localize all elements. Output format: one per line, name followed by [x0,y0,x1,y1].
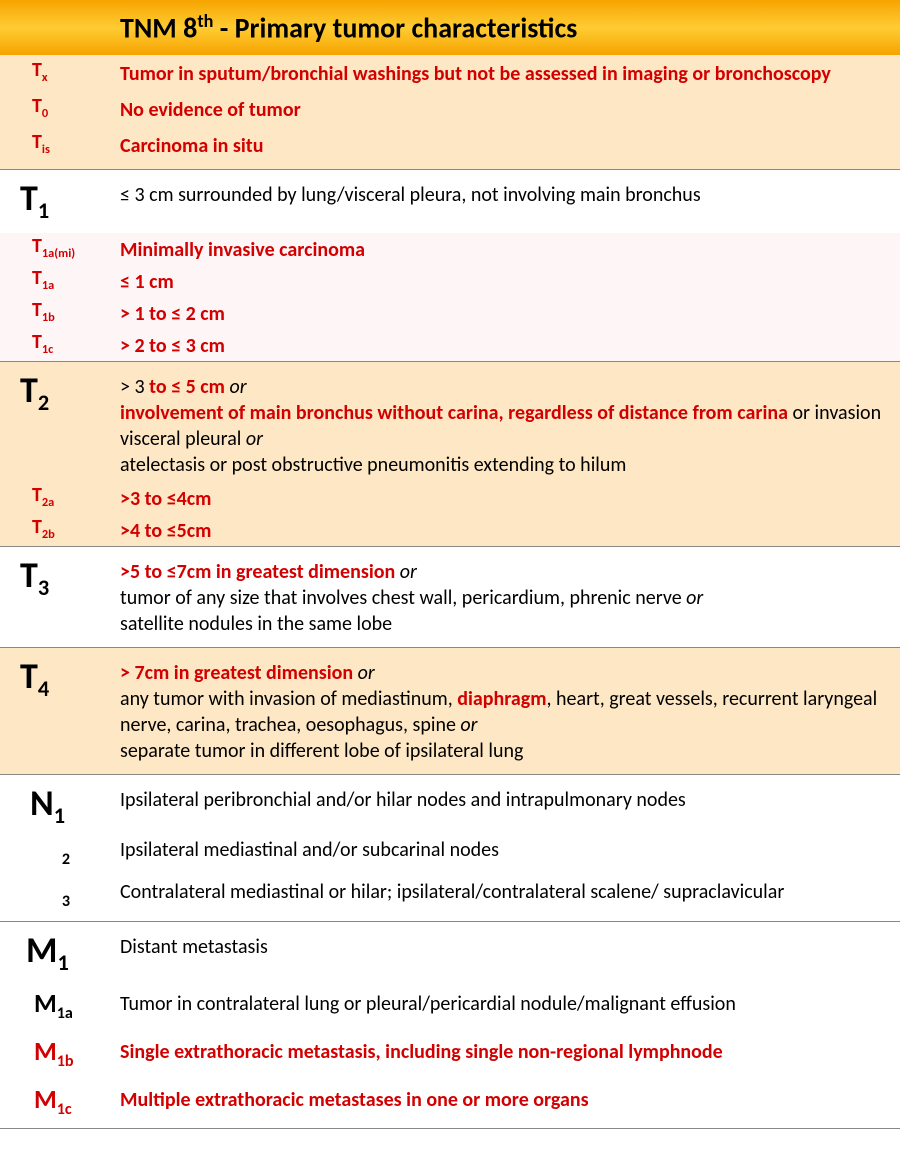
stage-description: > 7cm in greatest dimension orany tumor … [120,658,888,764]
desc-segment: or [686,586,703,610]
desc-segment: >3 to ≤4cm [120,487,211,511]
stage-description: > 3 to ≤ 5 cm orinvolvement of main bron… [120,372,888,478]
stage-description: ≤ 3 cm surrounded by lung/visceral pleur… [120,180,888,208]
desc-segment: Carcinoma in situ [120,134,263,158]
stage-description: Tumor in sputum/bronchial washings but n… [120,59,888,87]
table-row: T1≤ 3 cm surrounded by lung/visceral ple… [0,169,900,233]
desc-segment: Distant metastasis [120,935,268,959]
desc-segment: or [460,713,477,737]
stage-code: Tx [20,59,120,85]
desc-segment: or [353,661,375,685]
stage-description: Single extrathoracic metastasis, includi… [120,1037,888,1065]
desc-segment: any tumor with invasion of mediastinum, [120,687,457,711]
table-row: M1Distant metastasis [0,921,900,979]
stage-description: Multiple extrathoracic metastases in one… [120,1085,888,1113]
stage-code: T2b [20,516,120,542]
title-pre: TNM 8 [120,10,197,45]
stage-description: ≤ 1 cm [120,267,888,295]
stage-description: >3 to ≤4cm [120,484,888,512]
page-title: TNM 8th - Primary tumor characteristics [0,0,900,55]
desc-segment: > 3 [120,375,149,399]
table-row: TxTumor in sputum/bronchial washings but… [0,55,900,91]
desc-segment: Ipsilateral mediastinal and/or subcarina… [120,838,499,862]
table-row: T1c> 2 to ≤ 3 cm [0,329,900,361]
desc-segment: or [395,560,417,584]
stage-code: T1c [20,331,120,357]
desc-segment: Multiple extrathoracic metastases in one… [120,1088,589,1112]
stage-description: > 1 to ≤ 2 cm [120,299,888,327]
table-row: TisCarcinoma in situ [0,127,900,169]
desc-segment: separate tumor in different lobe of ipsi… [120,739,523,763]
stage-description: No evidence of tumor [120,95,888,123]
stage-code: T4 [20,658,120,701]
desc-segment: ≤ 3 cm surrounded by lung/visceral pleur… [120,183,701,207]
table-row: T2> 3 to ≤ 5 cm orinvolvement of main br… [0,361,900,482]
desc-segment: or [246,427,263,451]
stage-description: > 2 to ≤ 3 cm [120,331,888,359]
stage-code: M1a [20,989,120,1023]
desc-segment: Single extrathoracic metastasis, includi… [120,1040,723,1064]
tnm-table: TxTumor in sputum/bronchial washings but… [0,55,900,1129]
stage-code: N1 [20,785,120,828]
stage-code: T1a(mi) [20,235,120,261]
table-row: T2a>3 to ≤4cm [0,482,900,514]
table-row: M1cMultiple extrathoracic metastases in … [0,1075,900,1129]
stage-description: Tumor in contralateral lung or pleural/p… [120,989,888,1017]
stage-code: M1c [20,1085,120,1119]
table-row: T3>5 to ≤7cm in greatest dimension ortum… [0,546,900,647]
stage-description: Minimally invasive carcinoma [120,235,888,263]
desc-segment: tumor of any size that involves chest wa… [120,586,686,610]
stage-description: Contralateral mediastinal or hilar; ipsi… [120,877,888,905]
table-row: T0No evidence of tumor [0,91,900,127]
desc-segment: to ≤ 5 cm [149,375,225,399]
table-row: M1bSingle extrathoracic metastasis, incl… [0,1027,900,1075]
desc-segment: Minimally invasive carcinoma [120,238,365,262]
stage-description: >5 to ≤7cm in greatest dimension ortumor… [120,557,888,637]
desc-segment: involvement of main bronchus without car… [120,401,788,425]
stage-code: T0 [20,95,120,121]
stage-description: >4 to ≤5cm [120,516,888,544]
stage-description: Ipsilateral peribronchial and/or hilar n… [120,785,888,813]
desc-segment: satellite nodules in the same lobe [120,612,392,636]
stage-code: 3 [20,877,120,911]
table-row: T1a≤ 1 cm [0,265,900,297]
stage-code: T1a [20,267,120,293]
table-row: 3Contralateral mediastinal or hilar; ips… [0,873,900,921]
desc-segment: or [225,375,247,399]
desc-segment: ≤ 1 cm [120,270,174,294]
stage-code: M1 [20,932,120,975]
stage-description: Distant metastasis [120,932,888,960]
title-post: - Primary tumor characteristics [213,10,577,45]
stage-code: Tis [20,131,120,157]
table-row: T4> 7cm in greatest dimension orany tumo… [0,647,900,774]
stage-code: 2 [20,835,120,869]
desc-segment: Ipsilateral peribronchial and/or hilar n… [120,788,686,812]
desc-segment: > 2 to ≤ 3 cm [120,334,225,358]
desc-segment: Tumor in contralateral lung or pleural/p… [120,992,736,1016]
table-row: T1a(mi)Minimally invasive carcinoma [0,233,900,265]
desc-segment: Contralateral mediastinal or hilar; ipsi… [120,880,784,904]
desc-segment: >5 to ≤7cm in greatest dimension [120,560,395,584]
title-sup: th [197,10,213,32]
desc-segment: diaphragm [457,687,546,711]
table-row: T1b> 1 to ≤ 2 cm [0,297,900,329]
stage-code: M1b [20,1037,120,1071]
table-row: N1Ipsilateral peribronchial and/or hilar… [0,774,900,832]
stage-code: T3 [20,557,120,600]
table-row: M1aTumor in contralateral lung or pleura… [0,979,900,1027]
stage-code: T1 [20,180,120,223]
stage-description: Ipsilateral mediastinal and/or subcarina… [120,835,888,863]
stage-description: Carcinoma in situ [120,131,888,159]
table-row: 2Ipsilateral mediastinal and/or subcarin… [0,831,900,873]
table-row: T2b>4 to ≤5cm [0,514,900,546]
desc-segment: atelectasis or post obstructive pneumoni… [120,453,626,477]
stage-code: T2 [20,372,120,415]
stage-code: T2a [20,484,120,510]
desc-segment: Tumor in sputum/bronchial washings but n… [120,62,831,86]
desc-segment: No evidence of tumor [120,98,301,122]
desc-segment: >4 to ≤5cm [120,519,211,543]
desc-segment: > 7cm in greatest dimension [120,661,353,685]
desc-segment: > 1 to ≤ 2 cm [120,302,225,326]
stage-code: T1b [20,299,120,325]
